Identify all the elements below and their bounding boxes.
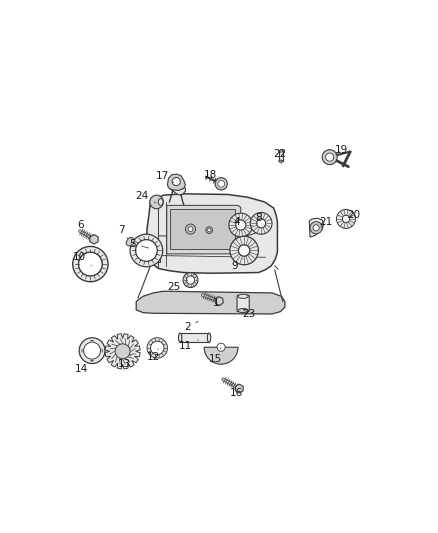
Text: 7: 7: [118, 225, 128, 239]
Circle shape: [135, 240, 157, 261]
Polygon shape: [136, 291, 285, 314]
Circle shape: [147, 338, 167, 358]
Circle shape: [229, 213, 253, 237]
Polygon shape: [105, 334, 140, 369]
Circle shape: [172, 177, 180, 185]
Text: 6: 6: [77, 220, 87, 235]
Circle shape: [79, 338, 105, 364]
Polygon shape: [215, 297, 223, 305]
Text: 14: 14: [75, 360, 93, 374]
Polygon shape: [167, 174, 185, 190]
Polygon shape: [146, 194, 277, 273]
Text: 2: 2: [184, 321, 198, 332]
Polygon shape: [309, 218, 324, 237]
Circle shape: [238, 245, 250, 256]
Circle shape: [208, 229, 211, 232]
Polygon shape: [170, 209, 235, 249]
Circle shape: [215, 177, 227, 190]
Circle shape: [217, 343, 225, 351]
Circle shape: [343, 215, 350, 223]
Text: 11: 11: [179, 340, 198, 351]
Text: 4: 4: [233, 216, 245, 229]
FancyBboxPatch shape: [237, 295, 249, 312]
Bar: [180, 333, 209, 343]
Circle shape: [236, 220, 246, 230]
Circle shape: [188, 227, 193, 231]
Circle shape: [310, 222, 322, 234]
Polygon shape: [126, 237, 134, 246]
Circle shape: [183, 272, 198, 287]
Circle shape: [313, 225, 319, 231]
Text: 25: 25: [168, 280, 188, 292]
Ellipse shape: [179, 333, 182, 343]
Ellipse shape: [238, 309, 248, 313]
Polygon shape: [151, 254, 160, 262]
Ellipse shape: [158, 199, 163, 205]
Text: 16: 16: [230, 384, 243, 398]
Circle shape: [187, 276, 194, 284]
Circle shape: [325, 153, 334, 161]
Text: 12: 12: [147, 349, 160, 362]
Circle shape: [115, 344, 130, 359]
Polygon shape: [167, 205, 241, 254]
Text: 13: 13: [118, 354, 131, 368]
Circle shape: [257, 219, 265, 228]
Circle shape: [250, 213, 272, 234]
Circle shape: [84, 342, 101, 359]
Ellipse shape: [279, 150, 283, 152]
Ellipse shape: [238, 294, 248, 298]
Text: 23: 23: [242, 309, 255, 319]
Text: 19: 19: [335, 144, 348, 155]
Circle shape: [151, 341, 164, 354]
Text: 8: 8: [255, 213, 265, 227]
Text: 21: 21: [320, 217, 333, 227]
Circle shape: [206, 227, 212, 233]
Polygon shape: [90, 235, 98, 244]
Ellipse shape: [279, 160, 283, 162]
Text: 5: 5: [130, 239, 149, 249]
Bar: [279, 151, 283, 161]
Circle shape: [78, 252, 102, 276]
Text: 10: 10: [73, 252, 92, 266]
Ellipse shape: [207, 333, 211, 343]
Text: 20: 20: [348, 210, 361, 220]
Circle shape: [322, 150, 337, 165]
Text: 24: 24: [136, 191, 156, 203]
Polygon shape: [236, 384, 243, 393]
Text: 18: 18: [204, 170, 217, 183]
Text: 22: 22: [273, 149, 286, 163]
Circle shape: [336, 209, 356, 229]
Circle shape: [218, 180, 225, 187]
Circle shape: [130, 234, 162, 267]
Circle shape: [185, 224, 196, 234]
Text: 17: 17: [156, 171, 173, 183]
Polygon shape: [170, 184, 185, 195]
Text: 1: 1: [209, 298, 219, 308]
Circle shape: [73, 246, 108, 282]
Circle shape: [230, 236, 258, 265]
Wedge shape: [204, 347, 238, 364]
Text: 15: 15: [208, 348, 222, 364]
Text: 9: 9: [231, 259, 243, 271]
Circle shape: [150, 195, 163, 209]
